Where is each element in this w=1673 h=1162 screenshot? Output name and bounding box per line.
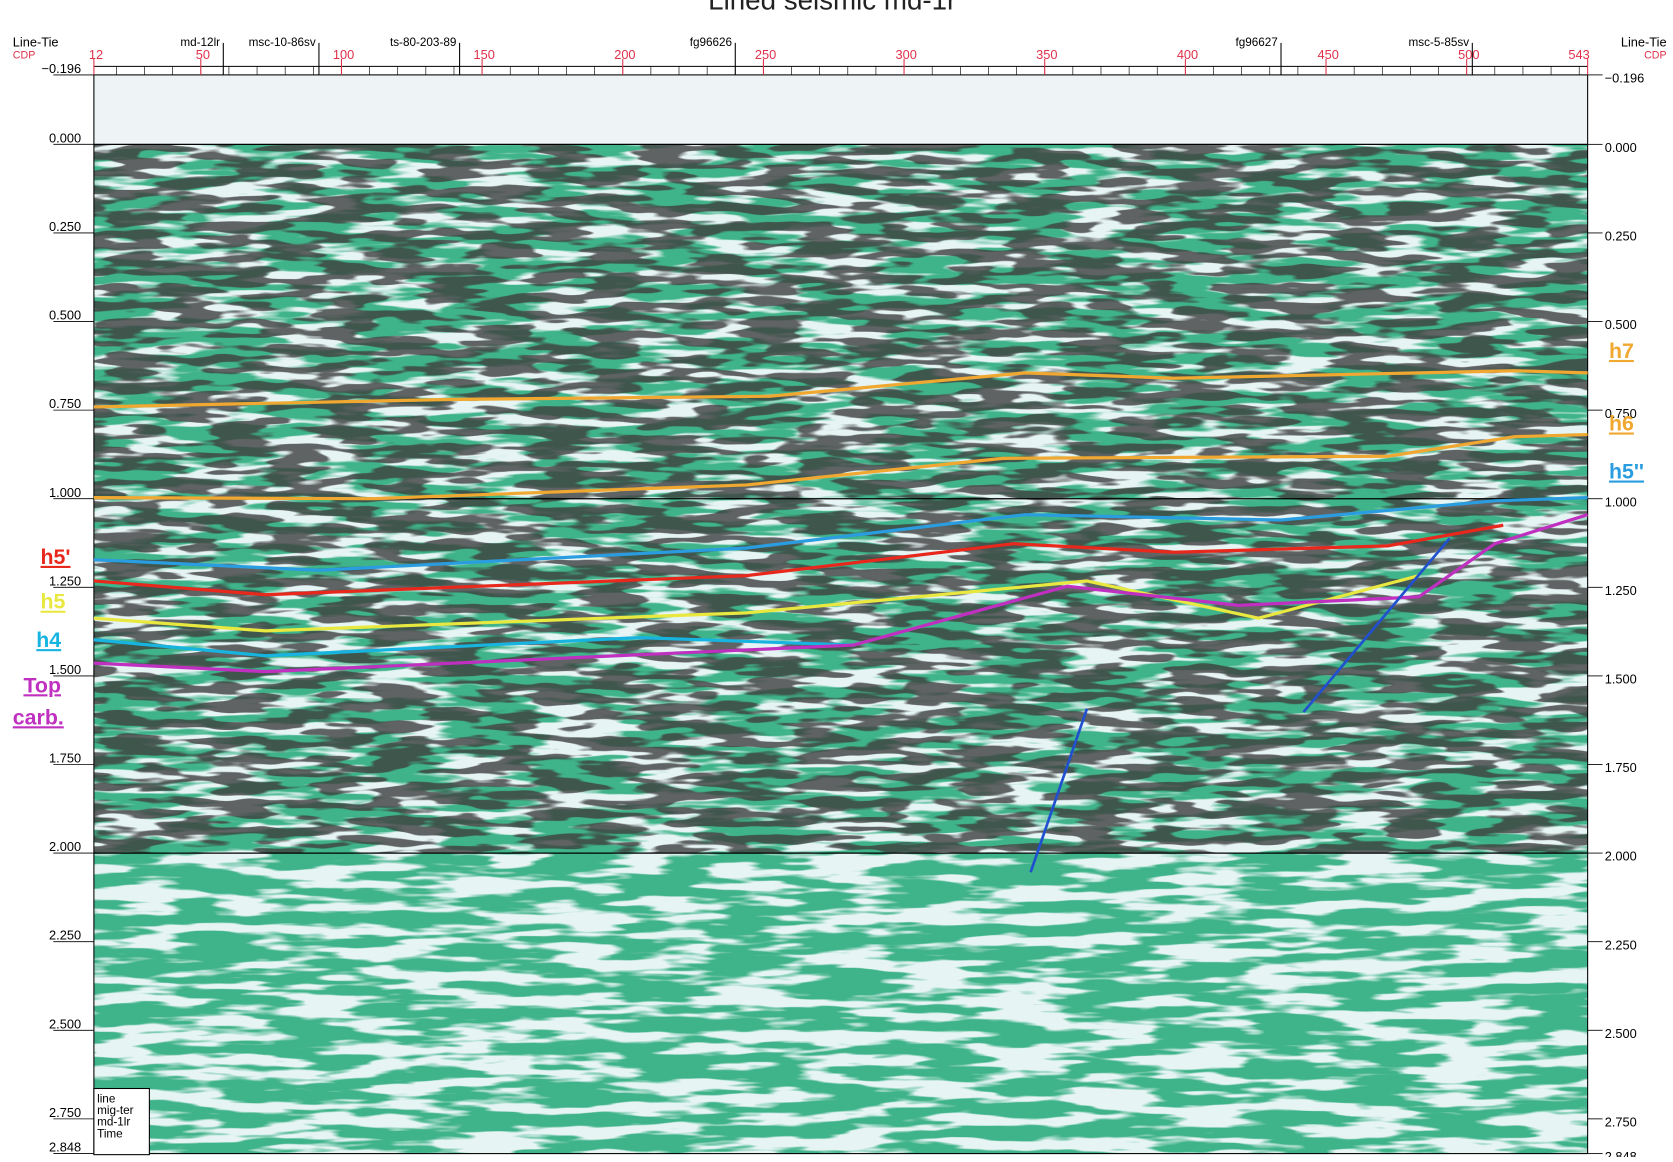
legend-box [93, 1087, 150, 1156]
cdp-tick-label: 400 [1177, 47, 1198, 62]
well-label: msc-5-85sv [1409, 36, 1470, 49]
time-tick-label-left: 2.000 [49, 839, 81, 854]
time-tick-label-left: 0.000 [49, 130, 81, 145]
header-right: Line-Tie [1621, 34, 1667, 49]
fault-line [1302, 537, 1451, 713]
legend-text: Time [97, 1127, 123, 1140]
cdp-tick-label: 350 [1036, 47, 1057, 62]
well-label: md-12lr [180, 36, 220, 49]
cdp-tick-label: 200 [614, 47, 635, 62]
horizon-line [93, 574, 1420, 633]
header-right-cdp: CDP [1644, 50, 1667, 62]
time-tick-label-left: 2.250 [49, 928, 81, 943]
time-tick-label-left: 2.848 [49, 1140, 81, 1155]
horizon-label: h5'' [1609, 460, 1644, 484]
cdp-tick-label: 50 [196, 47, 210, 62]
time-tick-label-left: 0.500 [49, 308, 81, 323]
cdp-tick-label: 12 [89, 47, 103, 62]
frame [93, 74, 1589, 1155]
cdp-tick-label: 250 [755, 47, 776, 62]
horizon-label: h7 [1609, 339, 1634, 363]
time-tick-label-left: 1.250 [49, 573, 81, 588]
time-tick-label-right: −0.196 [1605, 71, 1645, 86]
time-tick-label-left: 1.750 [49, 751, 81, 766]
cdp-tick-label: 500 [1458, 47, 1479, 62]
cdp-tick-label: 150 [474, 47, 495, 62]
legend-text: md-1lr [97, 1116, 130, 1129]
time-tick-label-left: 0.750 [49, 396, 81, 411]
horizon-line [93, 523, 1504, 597]
cdp-tick-label: 300 [896, 47, 917, 62]
header-left: Line-Tie [13, 34, 59, 49]
legend-text: mig-ter [97, 1104, 134, 1117]
horizon-label: Top carb. [13, 673, 64, 729]
well-label: ts-80-203-89 [390, 36, 456, 49]
time-tick-label-right: 1.500 [1605, 672, 1637, 687]
cdp-tick-label: 100 [333, 47, 354, 62]
well-label: msc-10-86sv [249, 36, 316, 49]
cdp-tick-label: 450 [1317, 47, 1338, 62]
horizon-label: h6 [1609, 411, 1634, 435]
horizon-line [93, 432, 1588, 501]
time-tick-label-right: 1.250 [1605, 583, 1637, 598]
time-tick-label-right: 2.000 [1605, 849, 1637, 864]
time-tick-label-left: 1.000 [49, 485, 81, 500]
horizon-label: h5' [41, 545, 71, 569]
time-tick-label-right: 0.250 [1605, 229, 1637, 244]
well-label: fg96626 [690, 36, 732, 49]
title: Lined seismic md-1r [708, 0, 956, 16]
time-tick-label-right: 1.750 [1605, 760, 1637, 775]
time-tick-label-left: 0.250 [49, 219, 81, 234]
fault-line [1029, 708, 1089, 873]
time-tick-label-left: −0.196 [42, 61, 82, 76]
header-left-cdp: CDP [13, 50, 36, 62]
legend-text: line [97, 1092, 115, 1105]
time-tick-label-left: 2.750 [49, 1105, 81, 1120]
time-tick-label-right: 2.250 [1605, 937, 1637, 952]
time-tick-label-right: 1.000 [1605, 494, 1637, 509]
time-tick-label-left: 2.500 [49, 1016, 81, 1031]
time-tick-label-right: 0.000 [1605, 140, 1637, 155]
horizon-line [93, 513, 1589, 674]
time-tick-label-right: 2.750 [1605, 1115, 1637, 1130]
cdp-tick-label: 543 [1568, 47, 1589, 62]
time-tick-label-right: 0.500 [1605, 317, 1637, 332]
horizon-line [93, 496, 1588, 572]
time-tick-label-right: 0.750 [1605, 406, 1637, 421]
horizon-line [93, 636, 854, 658]
horizon-label: h5 [41, 590, 66, 614]
top-band [93, 74, 1588, 145]
time-tick-label-left: 1.500 [49, 662, 81, 677]
time-tick-label-right: 2.848 [1605, 1149, 1637, 1157]
horizon-label: h4 [36, 628, 61, 652]
horizon-line [93, 369, 1588, 409]
time-tick-label-right: 2.500 [1605, 1026, 1637, 1041]
well-label: fg96627 [1235, 36, 1277, 49]
